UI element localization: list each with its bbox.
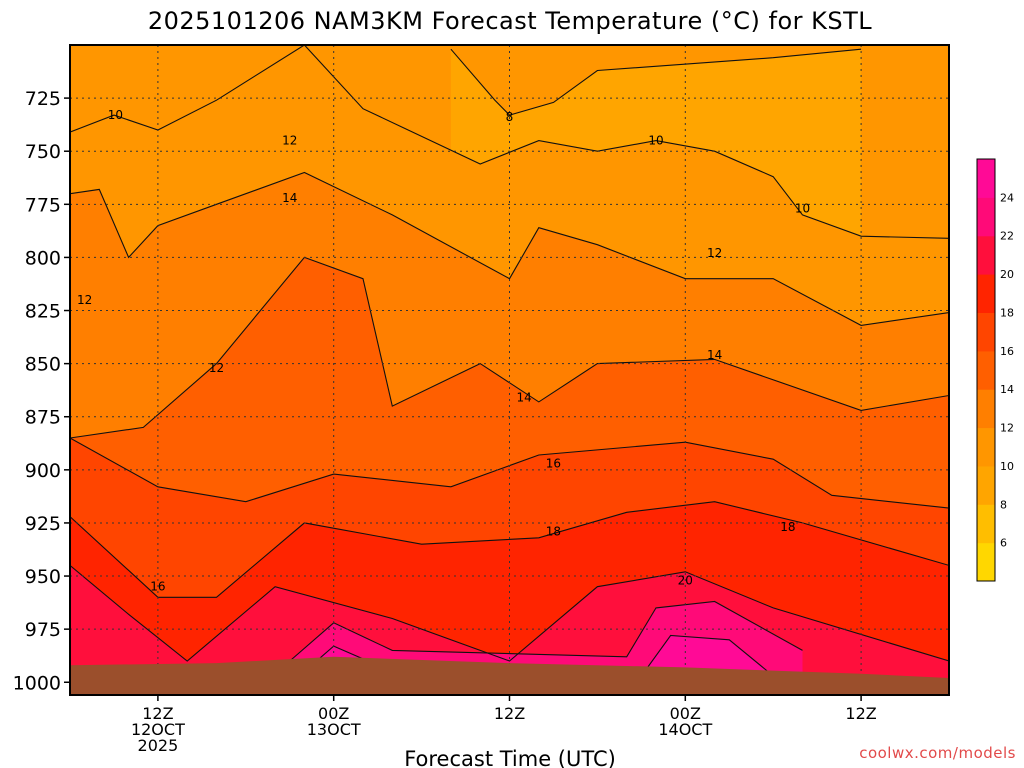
colorbar-label: 20 — [1000, 268, 1014, 281]
colorbar-swatch — [977, 235, 995, 275]
colorbar-label: 8 — [1000, 498, 1007, 511]
x-axis-label: Forecast Time (UTC) — [404, 747, 616, 768]
contour-label: 12 — [77, 293, 92, 307]
y-tick-label: 825 — [25, 301, 61, 323]
contour-label: 10 — [795, 202, 810, 216]
y-axis: 725 750 775 800 825 850 875 900 925 950 975 1000 — [13, 88, 70, 694]
x-tick-label: 12Z — [142, 704, 173, 723]
contour-labels: 10 12 12 14 12 16 8 14 16 18 10 10 12 14 20 18 — [77, 108, 810, 594]
credit-text: coolwx.com/models — [859, 744, 1016, 762]
contour-label: 12 — [282, 134, 297, 148]
x-tick-label: 2025 — [138, 736, 179, 755]
y-tick-label: 1000 — [13, 672, 61, 694]
colorbar: 6 8 10 12 14 16 18 20 22 24 — [976, 158, 1014, 582]
colorbar-swatch — [977, 504, 995, 544]
y-tick-label: 875 — [25, 407, 61, 429]
contour-18 — [70, 501, 949, 598]
y-tick-label: 750 — [25, 141, 61, 163]
x-tick-label: 00Z — [670, 704, 701, 723]
y-tick-label: 850 — [25, 354, 61, 376]
colorbar-label: 10 — [1000, 460, 1014, 473]
colorbar-label: 6 — [1000, 537, 1007, 550]
y-tick-label: 925 — [25, 513, 61, 535]
y-tick-label: 800 — [25, 247, 61, 269]
x-tick-label: 13OCT — [307, 720, 361, 739]
contour-14 — [70, 256, 949, 439]
x-tick-label: 14OCT — [658, 720, 712, 739]
colorbar-frame — [976, 158, 996, 582]
temperature-bands — [70, 45, 949, 695]
contour-16 — [70, 437, 949, 509]
colorbar-swatch — [977, 427, 995, 467]
plot-area: 10 12 12 14 12 16 8 14 16 18 10 10 12 14 20 18 — [70, 45, 949, 695]
colorbar-label: 14 — [1000, 383, 1014, 396]
contour-label: 16 — [546, 456, 561, 470]
contour-label: 12 — [707, 246, 722, 260]
chart-title: 2025101206 NAM3KM Forecast Temperature (… — [148, 7, 872, 35]
colorbar-swatch — [977, 197, 995, 237]
colorbar-swatch — [977, 389, 995, 429]
colorbar-swatch — [977, 350, 995, 390]
colorbar-swatch — [977, 159, 995, 198]
contour-label: 14 — [282, 191, 297, 205]
contour-label: 18 — [780, 520, 795, 534]
ground-mask — [70, 656, 949, 695]
y-tick-label: 950 — [25, 566, 61, 588]
colorbar-label: 18 — [1000, 307, 1014, 320]
colorbar-label: 16 — [1000, 345, 1014, 358]
contour-label: 8 — [506, 110, 514, 124]
contour-8 — [450, 48, 862, 116]
contour-label: 10 — [108, 108, 123, 122]
contour-label: 14 — [707, 348, 722, 362]
x-tick-label: 12OCT — [131, 720, 185, 739]
colorbar-swatch — [977, 274, 995, 313]
colorbar-label: 24 — [1000, 191, 1014, 204]
x-tick-label: 12Z — [845, 704, 876, 723]
contour-label: 10 — [648, 134, 663, 148]
contour-label: 16 — [150, 580, 165, 594]
contour-label: 18 — [546, 524, 561, 538]
contour-10 — [70, 45, 949, 239]
y-tick-label: 725 — [25, 88, 61, 110]
contour-label: 12 — [209, 361, 224, 375]
contour-label: 14 — [517, 391, 532, 405]
colorbar-swatch — [977, 465, 995, 505]
contour-12 — [70, 171, 949, 326]
x-tick-label: 12Z — [494, 704, 525, 723]
colorbar-label: 12 — [1000, 422, 1014, 435]
colorbar-swatch — [977, 542, 995, 582]
contour-label: 20 — [678, 573, 693, 587]
y-tick-label: 975 — [25, 619, 61, 641]
y-tick-label: 900 — [25, 460, 61, 482]
contour-20 — [70, 564, 949, 662]
y-tick-label: 775 — [25, 194, 61, 216]
x-tick-label: 00Z — [318, 704, 349, 723]
colorbar-label: 22 — [1000, 230, 1014, 243]
colorbar-swatch — [977, 312, 995, 352]
